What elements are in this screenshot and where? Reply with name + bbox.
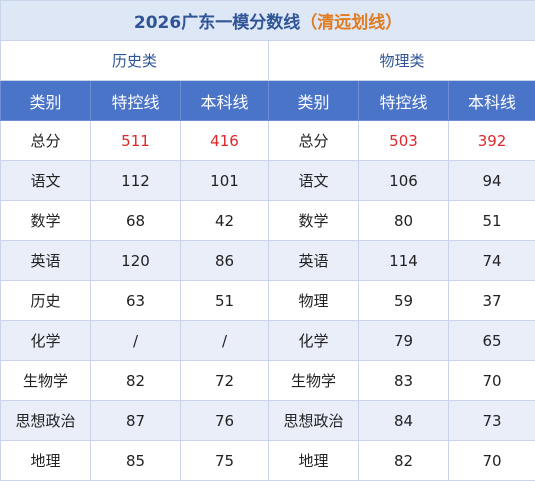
table-cell: 503 — [358, 120, 449, 161]
table-cell: 总分 — [0, 120, 91, 161]
table-cell: 英语 — [268, 240, 359, 281]
header-cell: 特控线 — [90, 80, 181, 121]
table-row: 英语 120 86 英语 114 74 — [0, 240, 535, 281]
table-row: 历史 63 51 物理 59 37 — [0, 280, 535, 321]
table-cell: 历史 — [0, 280, 91, 321]
table-cell: / — [180, 320, 269, 361]
table-cell: / — [90, 320, 181, 361]
table-cell: 63 — [90, 280, 181, 321]
table-cell: 80 — [358, 200, 449, 241]
table-cell: 79 — [358, 320, 449, 361]
table-cell: 70 — [447, 440, 535, 481]
group-label: 物理类 — [267, 40, 535, 81]
header-cell: 类别 — [268, 80, 359, 121]
table-cell: 511 — [90, 120, 181, 161]
table-cell: 数学 — [268, 200, 359, 241]
table-cell: 392 — [447, 120, 535, 161]
group-label: 历史类 — [0, 40, 269, 81]
table-row: 地理 85 75 地理 82 70 — [0, 440, 535, 481]
table-cell: 语文 — [268, 160, 359, 201]
table-cell: 数学 — [0, 200, 91, 241]
table-cell: 物理 — [268, 280, 359, 321]
table-cell: 112 — [90, 160, 181, 201]
table-cell: 86 — [180, 240, 269, 281]
table-cell: 82 — [358, 440, 449, 481]
table-row: 总分 511 416 总分 503 392 — [0, 120, 535, 161]
header-row: 类别 特控线 本科线 类别 特控线 本科线 — [0, 80, 535, 121]
table-cell: 生物学 — [268, 360, 359, 401]
table-cell: 416 — [180, 120, 269, 161]
table-cell: 59 — [358, 280, 449, 321]
table-cell: 106 — [358, 160, 449, 201]
table-cell: 87 — [90, 400, 181, 441]
header-cell: 特控线 — [358, 80, 449, 121]
table-row: 语文 112 101 语文 106 94 — [0, 160, 535, 201]
table-cell: 101 — [180, 160, 269, 201]
table-cell: 化学 — [268, 320, 359, 361]
table-cell: 84 — [358, 400, 449, 441]
table-cell: 76 — [180, 400, 269, 441]
table-row: 生物学 82 72 生物学 83 70 — [0, 360, 535, 401]
header-cell: 本科线 — [447, 80, 535, 121]
table-cell: 68 — [90, 200, 181, 241]
table-row: 思想政治 87 76 思想政治 84 73 — [0, 400, 535, 441]
table-cell: 94 — [447, 160, 535, 201]
table-cell: 73 — [447, 400, 535, 441]
table-cell: 英语 — [0, 240, 91, 281]
table-cell: 42 — [180, 200, 269, 241]
table-cell: 65 — [447, 320, 535, 361]
header-cell: 类别 — [0, 80, 91, 121]
table-cell: 70 — [447, 360, 535, 401]
title: 2026广东一模分数线 — [133, 13, 301, 33]
table-cell: 72 — [180, 360, 269, 401]
table-cell: 总分 — [268, 120, 359, 161]
table-cell: 75 — [180, 440, 269, 481]
header-cell: 本科线 — [180, 80, 269, 121]
table-cell: 地理 — [268, 440, 359, 481]
table-cell: 74 — [447, 240, 535, 281]
table-cell: 120 — [90, 240, 181, 281]
table-cell: 51 — [447, 200, 535, 241]
table-cell: 语文 — [0, 160, 91, 201]
table-cell: 37 — [447, 280, 535, 321]
table-cell: 化学 — [0, 320, 91, 361]
table-cell: 51 — [180, 280, 269, 321]
title-cell: 2026广东一模分数线（清远划线） — [0, 0, 535, 41]
group-row: 历史类 物理类 — [0, 40, 535, 81]
table-cell: 83 — [358, 360, 449, 401]
table-cell: 生物学 — [0, 360, 91, 401]
table-cell: 思想政治 — [0, 400, 91, 441]
table-cell: 85 — [90, 440, 181, 481]
table-cell: 地理 — [0, 440, 91, 481]
table-cell: 114 — [358, 240, 449, 281]
table-cell: 思想政治 — [268, 400, 359, 441]
table-cell: 82 — [90, 360, 181, 401]
subtitle: （清远划线） — [300, 13, 403, 33]
title-row: 2026广东一模分数线（清远划线） — [0, 0, 535, 41]
table-row: 数学 68 42 数学 80 51 — [0, 200, 535, 241]
table-row: 化学 / / 化学 79 65 — [0, 320, 535, 361]
